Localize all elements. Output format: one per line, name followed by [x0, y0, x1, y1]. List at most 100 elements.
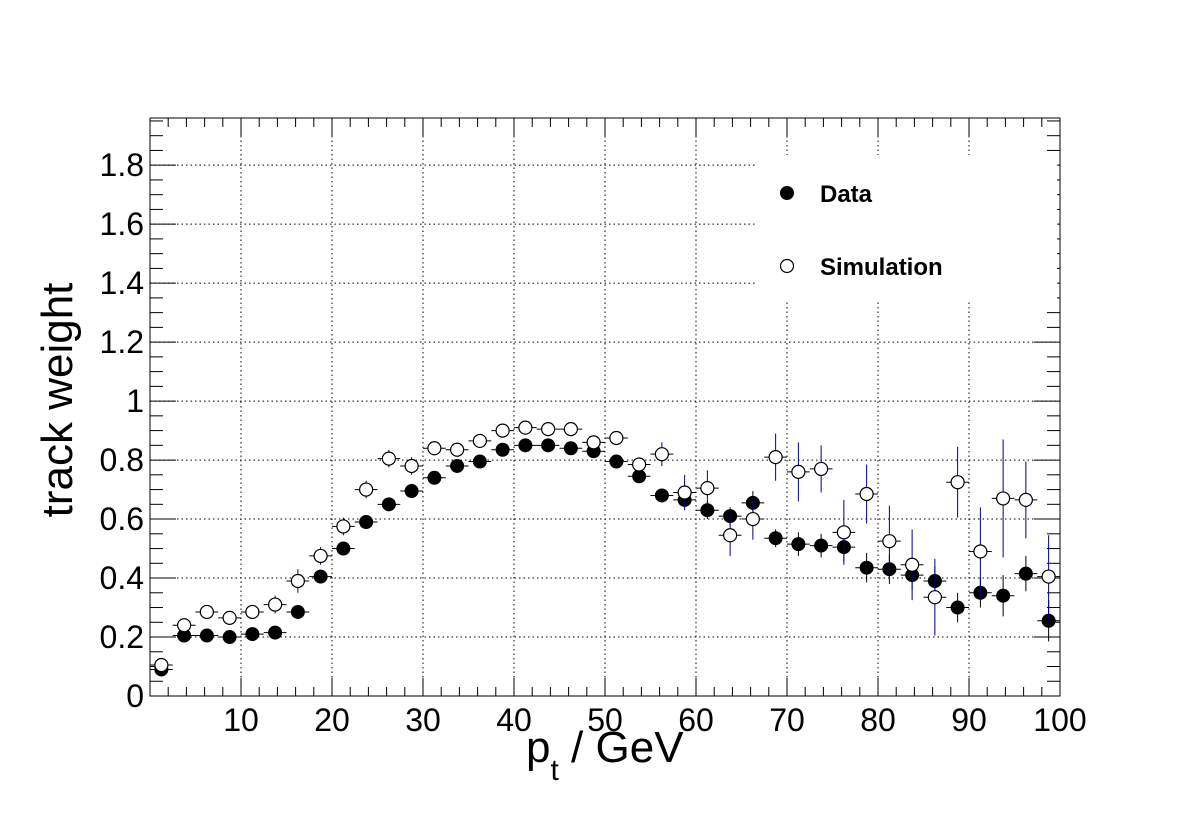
- y-tick-label: 1.8: [100, 147, 144, 183]
- data-point: [632, 457, 647, 472]
- data-point: [950, 600, 965, 615]
- data-point: [427, 470, 442, 485]
- y-tick-labels: 0 0.2 0.4 0.6 0.8 1 1.2 1.4 1.6 1.8: [100, 147, 144, 714]
- x-axis-title-main: p: [526, 723, 550, 772]
- data-point: [836, 525, 851, 540]
- data-point: [404, 458, 419, 474]
- x-tick-label: 10: [223, 702, 259, 738]
- data-point: [472, 454, 487, 469]
- legend-data-label: Data: [820, 181, 873, 208]
- data-point: [1018, 566, 1033, 581]
- data-point: [359, 482, 374, 497]
- data-point: [404, 484, 419, 499]
- data-point: [791, 537, 806, 552]
- y-tick-label: 1: [126, 383, 144, 419]
- data-point: [654, 447, 669, 462]
- data-point: [791, 464, 806, 479]
- legend-background: [755, 155, 1057, 300]
- y-tick-label: 1.2: [100, 324, 144, 360]
- data-point: [973, 544, 988, 559]
- x-tick-label: 20: [314, 702, 350, 738]
- data-point: [495, 423, 510, 438]
- x-tick-label: 50: [587, 702, 623, 738]
- data-point: [518, 420, 533, 435]
- x-axis-title: pt / GeV: [526, 723, 684, 787]
- y-tick-label: 0.6: [100, 501, 144, 537]
- data-point: [609, 430, 624, 446]
- data-point: [609, 454, 624, 469]
- data-point: [927, 590, 942, 605]
- data-point: [472, 433, 487, 449]
- x-tick-label: 80: [860, 702, 896, 738]
- data-point: [427, 441, 442, 456]
- data-point: [268, 625, 283, 640]
- series-simulation: [150, 420, 1060, 673]
- data-point: [518, 438, 533, 453]
- legend: Data Simulation: [779, 181, 943, 281]
- x-tick-label: 30: [405, 702, 441, 738]
- y-tick-label: 0.2: [100, 619, 144, 655]
- data-point: [859, 560, 874, 575]
- data-point: [1041, 569, 1056, 584]
- data-point: [336, 541, 351, 556]
- y-tick-label: 0.8: [100, 442, 144, 478]
- y-tick-label: 0: [126, 678, 144, 714]
- data-point: [336, 519, 351, 534]
- x-tick-label: 40: [496, 702, 532, 738]
- data-point: [495, 442, 510, 457]
- data-point: [541, 438, 556, 453]
- data-point: [313, 548, 328, 564]
- y-tick-label: 1.4: [100, 265, 144, 301]
- data-point: [723, 528, 738, 543]
- data-point: [586, 435, 601, 450]
- data-point: [268, 597, 283, 612]
- data-point: [654, 488, 669, 503]
- data-series: [150, 420, 1060, 677]
- data-point: [450, 458, 465, 473]
- data-point: [199, 628, 214, 643]
- data-point: [222, 610, 237, 625]
- data-point: [905, 557, 920, 572]
- data-point: [632, 469, 647, 484]
- data-point: [381, 497, 396, 512]
- data-point: [563, 422, 578, 437]
- data-point: [996, 588, 1011, 603]
- data-point: [996, 491, 1011, 506]
- x-tick-label: 90: [951, 702, 987, 738]
- x-tick-label: 70: [769, 702, 805, 738]
- x-axis-title-rest: / GeV: [559, 723, 684, 772]
- data-point: [859, 486, 874, 502]
- legend-simulation-marker: [779, 258, 795, 274]
- data-point: [450, 442, 465, 457]
- data-point: [359, 515, 374, 530]
- x-tick-label: 100: [1033, 702, 1086, 738]
- data-point: [950, 475, 965, 490]
- data-point: [814, 538, 829, 553]
- legend-data-marker: [780, 186, 794, 200]
- data-point: [541, 422, 556, 437]
- data-point: [154, 657, 169, 673]
- data-point: [1018, 492, 1033, 507]
- x-tick-label: 60: [678, 702, 714, 738]
- data-point: [814, 461, 829, 477]
- data-point: [245, 604, 260, 620]
- data-point: [222, 630, 237, 645]
- data-point: [290, 604, 305, 619]
- data-point: [677, 485, 692, 500]
- x-axis-title-sub: t: [550, 754, 559, 787]
- data-point: [177, 618, 192, 633]
- data-point: [768, 531, 783, 546]
- data-point: [245, 627, 260, 642]
- y-tick-label: 1.6: [100, 206, 144, 242]
- data-point: [882, 534, 897, 549]
- y-tick-label: 0.4: [100, 560, 144, 596]
- data-point: [745, 511, 760, 527]
- data-point: [563, 441, 578, 456]
- data-point: [768, 450, 783, 465]
- grid: [150, 118, 1060, 696]
- data-point: [700, 480, 715, 496]
- data-point: [381, 451, 396, 466]
- x-tick-labels: 10 20 30 40 50 60 70 80 90 100: [223, 702, 1086, 738]
